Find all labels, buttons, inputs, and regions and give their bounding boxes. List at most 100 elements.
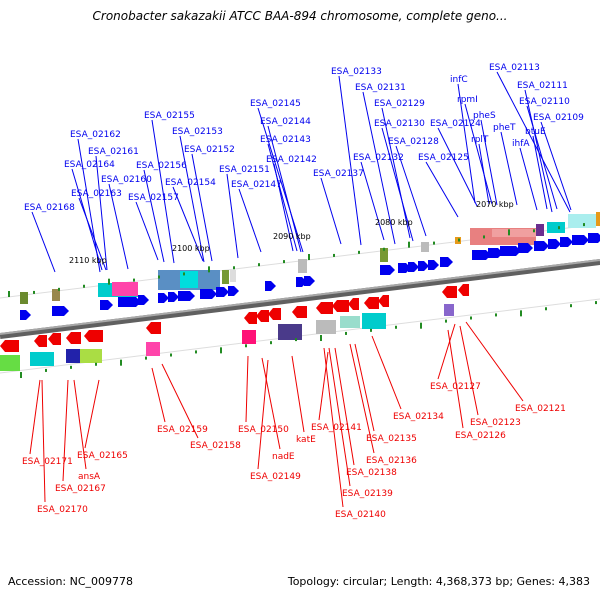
forward-gene-label-item[interactable]: ESA_02131 <box>355 83 406 245</box>
forward-gene-arrow[interactable] <box>440 257 453 267</box>
forward-gene-label-item[interactable]: ESA_02156 <box>136 161 187 263</box>
reverse-gene-arrow[interactable] <box>364 297 379 309</box>
reverse-gene-label-item[interactable]: nadE <box>261 357 295 462</box>
forward-gene-arrow[interactable] <box>548 239 561 249</box>
reverse-gene-arrow[interactable] <box>292 306 307 318</box>
forward-gene-label-item[interactable]: ESA_02109 <box>533 113 584 211</box>
reverse-gene-label-item[interactable]: ESA_02123 <box>459 325 521 428</box>
reverse-gene-label-item[interactable]: ESA_02165 <box>77 379 128 461</box>
reverse-gene-label-item[interactable]: ESA_02159 <box>151 367 208 435</box>
forward-gene-label-item[interactable]: ihfA <box>512 139 538 211</box>
forward-gene-label[interactable]: ESA_02110 <box>519 97 570 107</box>
reverse-gene-arrow[interactable] <box>256 310 269 322</box>
reverse-gene-label[interactable]: ESA_02138 <box>346 468 397 478</box>
reverse-gene-arrow[interactable] <box>316 302 333 314</box>
reverse-gene-label[interactable]: ESA_02158 <box>190 441 241 451</box>
forward-gene-arrow[interactable] <box>418 261 429 271</box>
reverse-gene-arrow[interactable] <box>48 333 61 345</box>
reverse-gene-label-item[interactable]: ESA_02141 <box>311 351 362 433</box>
forward-gene-label[interactable]: ESA_02163 <box>71 189 122 199</box>
forward-gene-arrow[interactable] <box>178 291 195 301</box>
forward-gene-label[interactable]: ESA_02124 <box>430 119 481 129</box>
reverse-gene-label-item[interactable]: ESA_02138 <box>334 347 397 478</box>
forward-gene-arrow[interactable] <box>588 233 600 243</box>
forward-gene-label[interactable]: ESA_02160 <box>101 175 152 185</box>
reverse-gene-label[interactable]: nadE <box>272 452 295 462</box>
forward-gene-label-item[interactable]: ESA_02132 <box>353 153 404 241</box>
forward-gene-label[interactable]: ESA_02113 <box>489 63 540 73</box>
forward-gene-label[interactable]: ESA_02157 <box>128 193 179 203</box>
forward-gene-label[interactable]: rplT <box>471 135 489 145</box>
reverse-gene-label[interactable]: ESA_02139 <box>342 489 393 499</box>
forward-gene-label[interactable]: btuE <box>525 127 546 137</box>
reverse-gene-label-item[interactable]: ESA_02167 <box>55 379 106 494</box>
reverse-gene-label-item[interactable]: ESA_02127 <box>430 323 481 392</box>
forward-gene-label-item[interactable]: ESA_02144 <box>260 117 311 253</box>
reverse-gene-arrow[interactable] <box>244 312 257 324</box>
forward-gene-arrow[interactable] <box>500 246 521 256</box>
forward-gene-label[interactable]: ESA_02155 <box>144 111 195 121</box>
forward-gene-arrow[interactable] <box>398 263 411 273</box>
reverse-gene-label[interactable]: ESA_02135 <box>366 434 417 444</box>
reverse-gene-label-item[interactable]: ESA_02150 <box>238 355 289 435</box>
forward-gene-label-item[interactable]: btuE <box>525 127 548 210</box>
forward-gene-label[interactable]: rpmI <box>457 95 478 105</box>
forward-gene-label-item[interactable]: ESA_02125 <box>418 153 469 218</box>
forward-gene-label[interactable]: ESA_02131 <box>355 83 406 93</box>
reverse-gene-arrow[interactable] <box>332 300 349 312</box>
forward-gene-label-item[interactable]: ESA_02128 <box>388 137 439 237</box>
forward-gene-arrow[interactable] <box>168 292 179 302</box>
forward-gene-arrow[interactable] <box>138 295 149 305</box>
forward-gene-label-item[interactable]: ESA_02143 <box>260 135 311 252</box>
forward-gene-label-item[interactable]: ESA_02160 <box>101 175 152 270</box>
forward-gene-label-item[interactable]: ESA_02129 <box>374 99 425 239</box>
forward-gene-arrow[interactable] <box>408 262 419 272</box>
reverse-gene-label[interactable]: ESA_02136 <box>366 456 417 466</box>
forward-gene-arrow[interactable] <box>200 289 217 299</box>
reverse-gene-label[interactable]: ESA_02140 <box>335 510 386 520</box>
reverse-gene-label[interactable]: ESA_02167 <box>55 484 106 494</box>
forward-gene-arrow[interactable] <box>518 243 533 253</box>
forward-gene-arrow[interactable] <box>488 248 503 258</box>
forward-gene-arrow[interactable] <box>428 260 439 270</box>
forward-gene-label[interactable]: ihfA <box>512 139 530 149</box>
forward-gene-label-item[interactable]: ESA_02137 <box>313 169 364 245</box>
forward-gene-arrow[interactable] <box>472 250 491 260</box>
forward-gene-label-item[interactable]: ESA_02155 <box>144 111 195 264</box>
reverse-gene-label-item[interactable]: ESA_02149 <box>250 359 301 482</box>
reverse-gene-arrow[interactable] <box>0 340 19 352</box>
forward-gene-arrow[interactable] <box>58 306 69 316</box>
reverse-gene-arrow[interactable] <box>442 286 457 298</box>
reverse-gene-arrow[interactable] <box>458 284 469 296</box>
forward-gene-arrow[interactable] <box>572 235 589 245</box>
forward-gene-label-item[interactable]: ESA_02153 <box>172 127 223 263</box>
forward-gene-label-item[interactable]: ESA_02163 <box>71 189 122 271</box>
forward-gene-label[interactable]: ESA_02128 <box>388 137 439 147</box>
reverse-gene-label[interactable]: ESA_02127 <box>430 382 481 392</box>
reverse-gene-label[interactable]: ESA_02165 <box>77 451 128 461</box>
forward-gene-label[interactable]: ESA_02152 <box>184 145 235 155</box>
forward-gene-label-item[interactable]: pheT <box>493 123 518 206</box>
forward-gene-label-item[interactable]: ESA_02110 <box>519 97 570 210</box>
reverse-gene-label[interactable]: ESA_02170 <box>37 505 88 515</box>
reverse-gene-label-item[interactable]: ESA_02126 <box>447 329 506 441</box>
reverse-gene-label-item[interactable]: ESA_02140 <box>323 347 386 520</box>
reverse-gene-label-item[interactable]: ESA_02171 <box>22 379 73 467</box>
forward-gene-arrow[interactable] <box>560 237 573 247</box>
reverse-gene-label-item[interactable]: ESA_02136 <box>349 343 417 466</box>
reverse-gene-label-item[interactable]: ansA <box>73 379 101 482</box>
reverse-gene-label[interactable]: ESA_02171 <box>22 457 73 467</box>
reverse-gene-label-item[interactable]: ESA_02134 <box>371 335 444 422</box>
reverse-gene-arrow[interactable] <box>268 308 281 320</box>
forward-gene-arrow[interactable] <box>118 297 141 307</box>
forward-gene-label[interactable]: ESA_02143 <box>260 135 311 145</box>
forward-gene-label[interactable]: ESA_02142 <box>266 155 317 165</box>
reverse-gene-label[interactable]: ESA_02150 <box>238 425 289 435</box>
forward-gene-label-item[interactable]: ESA_02142 <box>266 155 317 252</box>
forward-gene-label[interactable]: ESA_02109 <box>533 113 584 123</box>
reverse-gene-label[interactable]: ESA_02134 <box>393 412 444 422</box>
reverse-gene-label-item[interactable]: ESA_02139 <box>328 347 393 499</box>
reverse-gene-label-item[interactable]: ESA_02158 <box>161 363 241 451</box>
forward-gene-label-item[interactable]: ESA_02145 <box>250 99 304 253</box>
forward-gene-label[interactable]: ESA_02111 <box>517 81 568 91</box>
